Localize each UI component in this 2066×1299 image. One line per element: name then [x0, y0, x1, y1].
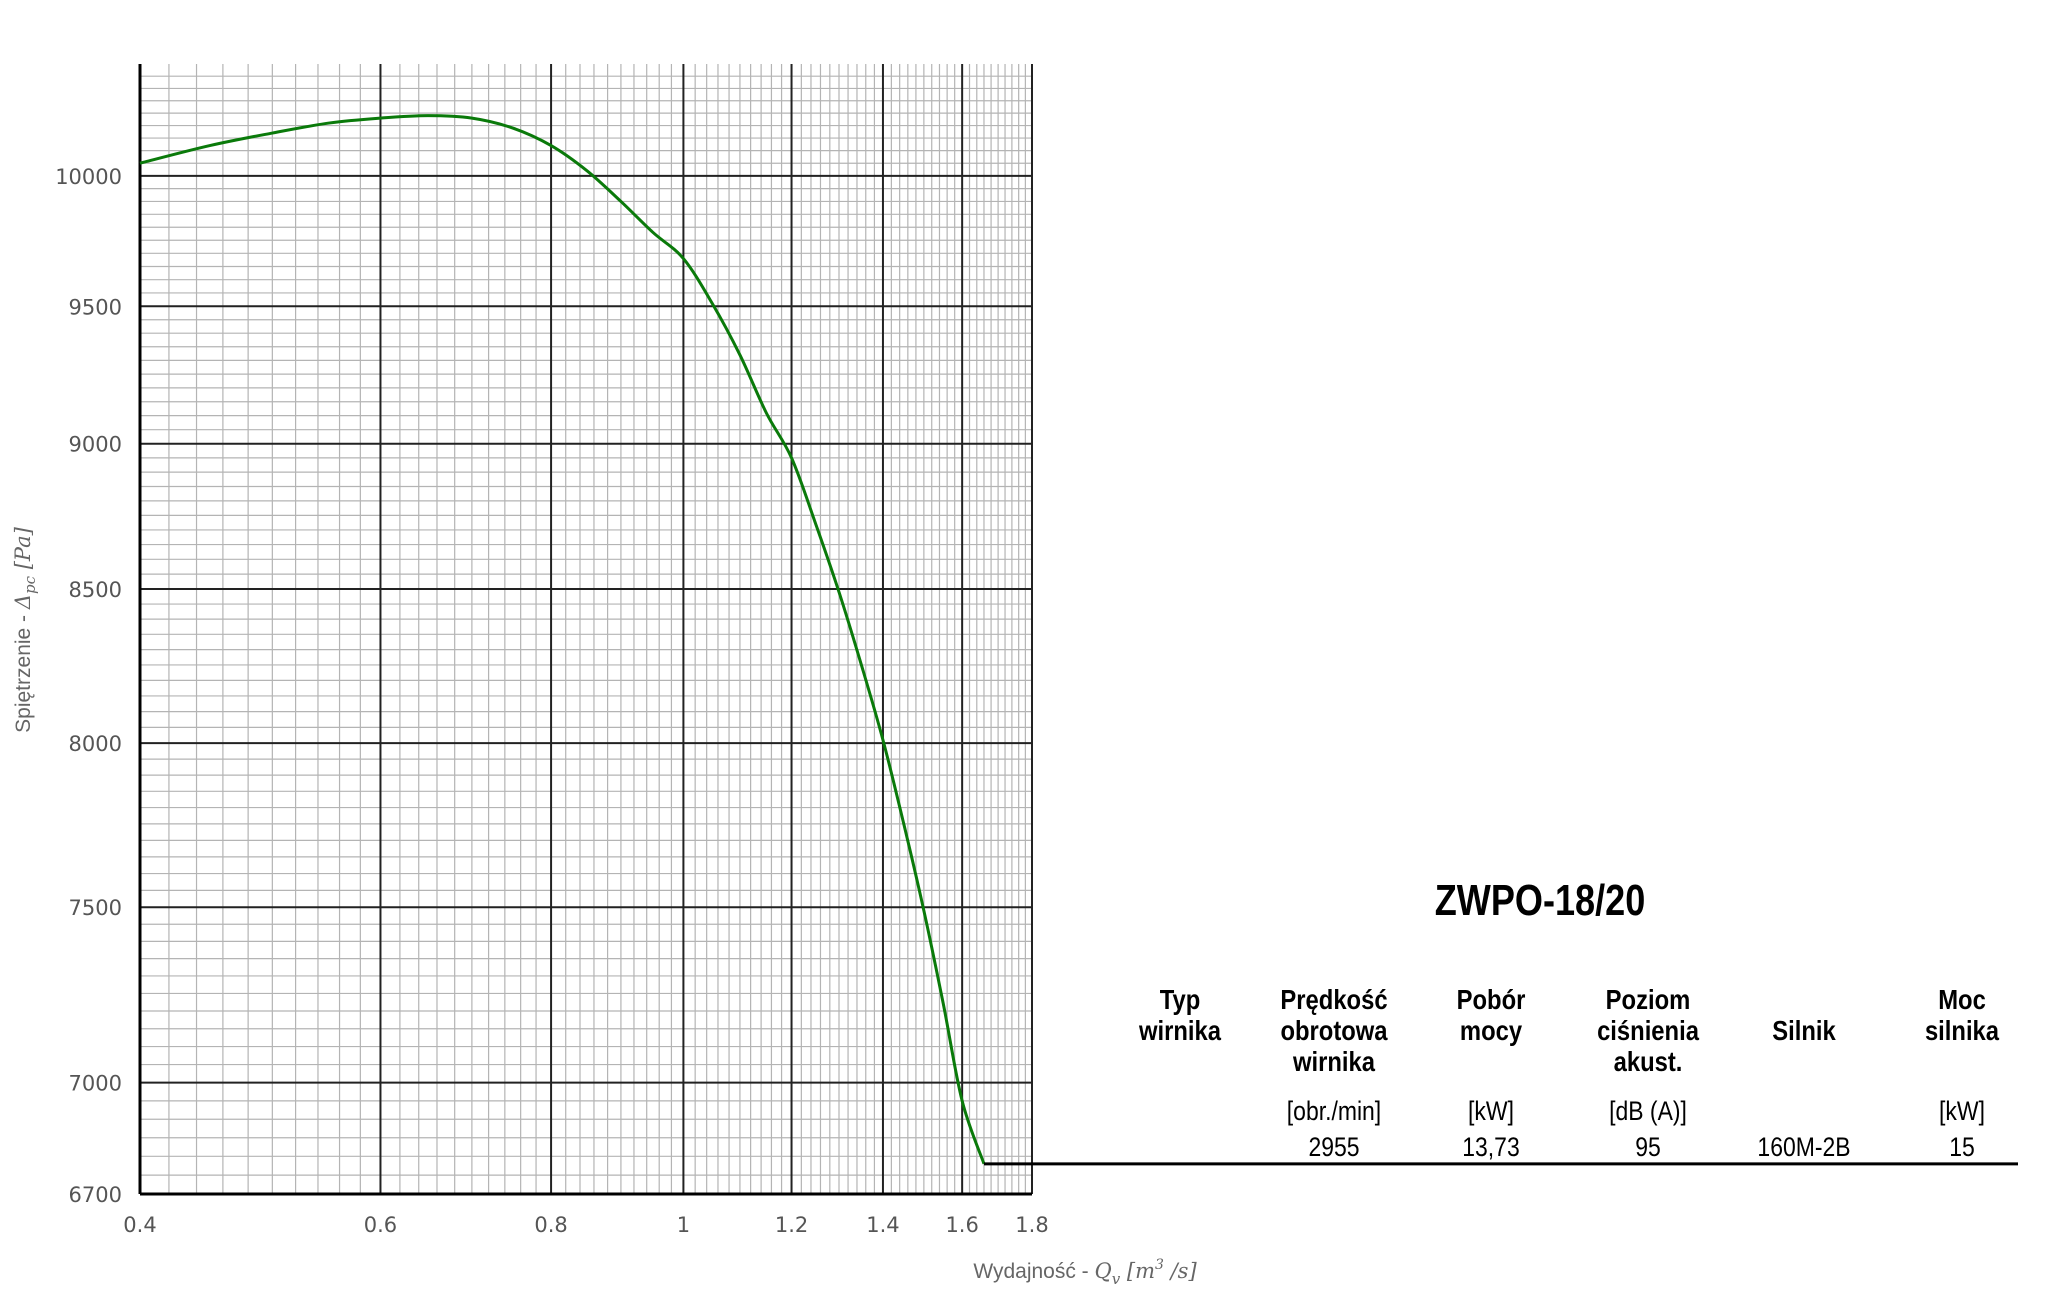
y-tick-label: 9000	[69, 433, 122, 457]
x-tick-label: 1.4	[866, 1213, 899, 1237]
y-tick-label: 8500	[69, 578, 122, 602]
table-unit: [kW]	[1468, 1096, 1514, 1126]
x-tick-label: 1	[677, 1213, 690, 1237]
series-lines	[139, 114, 986, 1165]
y-tick-label: 7500	[69, 896, 122, 920]
table-header: Pobór mocy	[1456, 984, 1526, 1046]
x-tick-label: 0.8	[534, 1213, 567, 1237]
table-value: 15	[1949, 1132, 1975, 1162]
x-tick-label: 0.6	[364, 1213, 397, 1237]
table-header: Silnik	[1772, 1015, 1836, 1046]
y-tick-label: 9500	[69, 295, 122, 319]
y-tick-label: 6700	[69, 1183, 122, 1207]
x-tick-label: 1.6	[945, 1213, 978, 1237]
table-unit: [kW]	[1939, 1096, 1985, 1126]
model-title: ZWPO-18/20	[1434, 876, 1646, 925]
table-value: 13,73	[1462, 1132, 1520, 1162]
axes	[138, 64, 1032, 1196]
table-header: Poziom ciśnienia akust.	[1597, 984, 1699, 1077]
x-tick-label: 0.4	[123, 1213, 156, 1237]
x-axis-label: Wydajność - Qv [m3 /s]	[973, 1257, 1197, 1288]
table-header: Prędkość obrotowa wirnika	[1280, 984, 1388, 1077]
minor-grid	[140, 64, 1032, 1194]
y-axis-label: Spiętrzenie - Δpc [Pa]	[11, 526, 39, 732]
table-value: 2955	[1308, 1132, 1360, 1162]
x-tick-label: 1.2	[775, 1213, 808, 1237]
x-tick-labels: 0.4 0.6 0.8 1 1.2 1.4 1.6 1.8	[123, 1213, 1048, 1237]
series-line	[139, 114, 986, 1165]
major-grid	[139, 64, 1033, 1195]
y-tick-labels: 6700 7000 7500 8000 8500 9000 9500 10000	[55, 165, 122, 1207]
table-value: 95	[1635, 1132, 1661, 1162]
table-unit: [obr./min]	[1286, 1096, 1382, 1126]
table-value: 160M-2B	[1757, 1132, 1851, 1162]
table-unit: [dB (A)]	[1609, 1096, 1687, 1126]
y-tick-label: 8000	[69, 732, 122, 756]
table-header: Moc silnika	[1924, 984, 2000, 1046]
table-header: Typ wirnika	[1138, 984, 1221, 1046]
y-tick-label: 7000	[69, 1072, 122, 1096]
y-tick-label: 10000	[55, 165, 122, 189]
x-tick-label: 1.8	[1015, 1213, 1048, 1237]
